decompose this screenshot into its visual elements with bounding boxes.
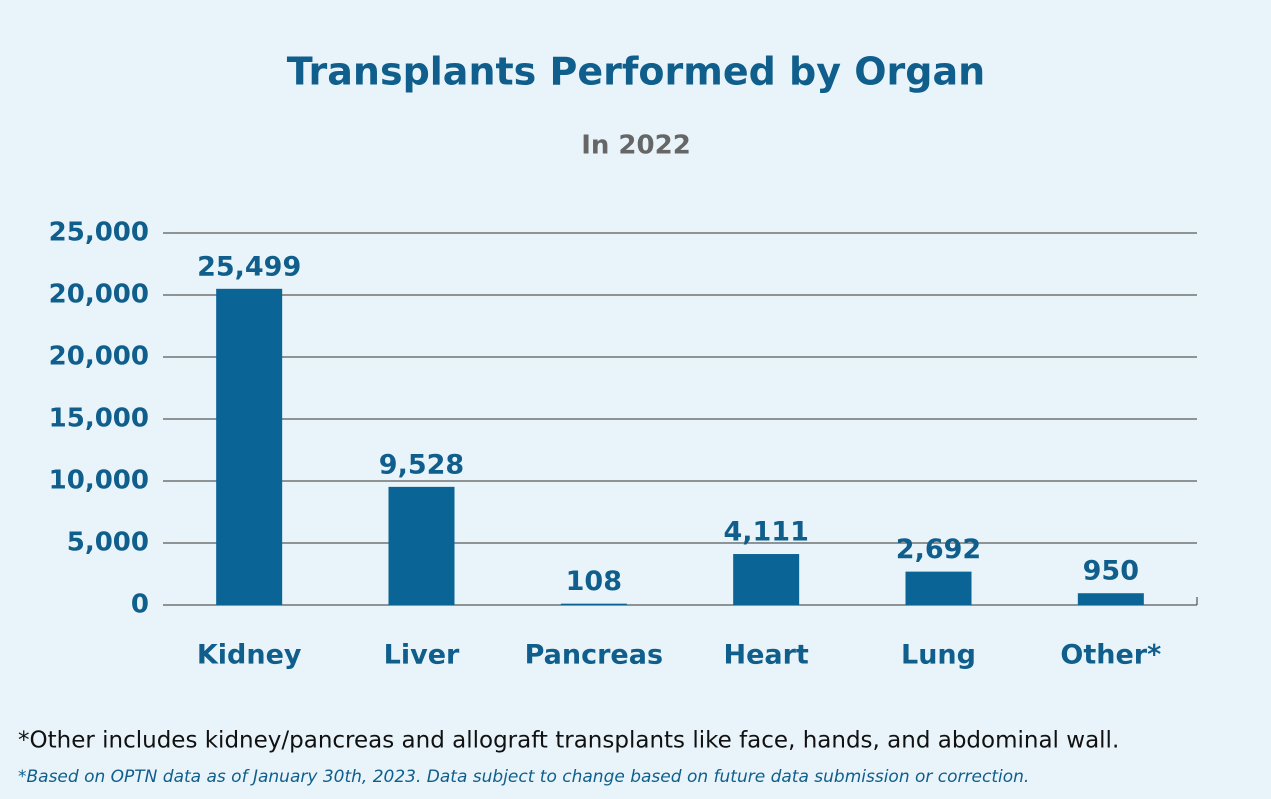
x-tick-label: Liver xyxy=(384,640,460,671)
bar xyxy=(560,603,627,605)
chart-subtitle: In 2022 xyxy=(581,131,691,161)
y-tick-label: 20,000 xyxy=(49,280,149,310)
source-note: *Based on OPTN data as of January 30th, … xyxy=(18,767,1029,787)
bar xyxy=(216,288,283,605)
y-tick-label: 10,000 xyxy=(49,466,149,496)
y-tick-label: 15,000 xyxy=(49,404,149,434)
x-tick-label: Kidney xyxy=(197,640,302,671)
y-tick-label: 0 xyxy=(131,590,149,620)
bar xyxy=(733,554,800,605)
bar xyxy=(905,571,972,605)
bar xyxy=(388,486,455,605)
footnote: *Other includes kidney/pancreas and allo… xyxy=(18,728,1119,754)
data-label: 4,111 xyxy=(723,517,808,548)
data-label: 950 xyxy=(1083,556,1139,587)
chart-title: Transplants Performed by Organ xyxy=(287,50,985,94)
data-label: 108 xyxy=(566,566,622,597)
data-label: 9,528 xyxy=(379,449,464,480)
y-tick-label: 20,000 xyxy=(49,342,149,372)
bar xyxy=(1077,593,1144,605)
x-tick-label: Other* xyxy=(1060,640,1161,671)
x-tick-label: Lung xyxy=(901,640,976,671)
x-tick-label: Pancreas xyxy=(525,640,663,671)
y-tick-label: 5,000 xyxy=(67,528,149,558)
y-tick-label: 25,000 xyxy=(49,218,149,248)
x-tick-label: Heart xyxy=(723,640,808,671)
data-label: 25,499 xyxy=(197,251,301,282)
data-label: 2,692 xyxy=(896,534,981,565)
